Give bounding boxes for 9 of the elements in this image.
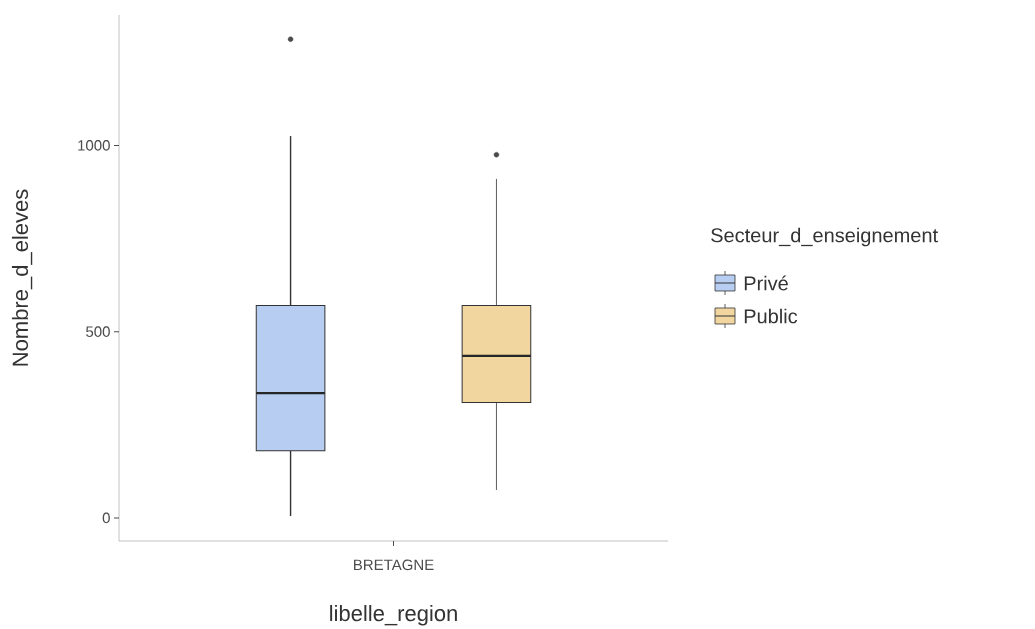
y-axis-title: Nombre_d_eleves	[11, 189, 33, 366]
y-tick-label: 0	[102, 512, 110, 524]
legend-label: Privé	[744, 275, 788, 291]
x-tick-label: BRETAGNE	[354, 559, 434, 571]
x-axis-title: libelle_region	[330, 605, 457, 626]
y-tick-label: 1000	[78, 140, 110, 151]
y-tick-label: 500	[86, 326, 110, 337]
legend-title: Secteur_d_enseignement	[711, 227, 938, 247]
legend-label: Public	[744, 308, 798, 324]
